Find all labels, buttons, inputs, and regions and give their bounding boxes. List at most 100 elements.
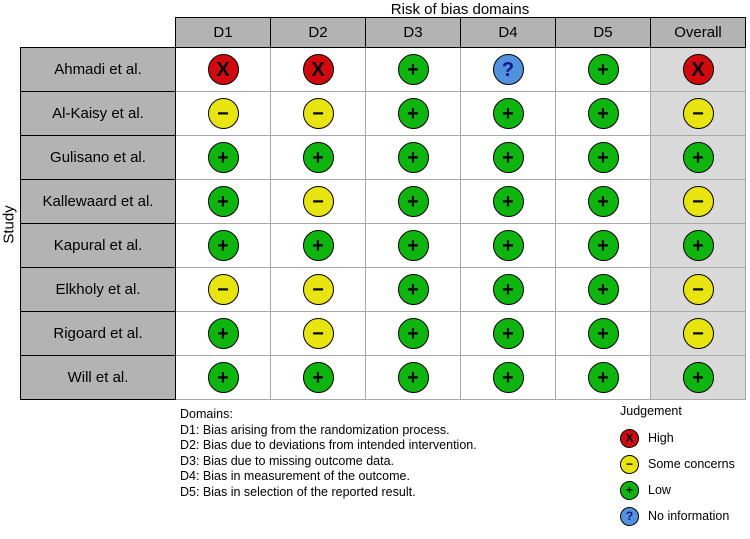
low-risk-icon: + xyxy=(302,230,334,261)
judgement-cell: + xyxy=(365,179,461,224)
judgement-cell: + xyxy=(460,311,556,356)
header-row: D1 D2 D3 D4 D5 Overall xyxy=(21,17,746,48)
judgement-cell: + xyxy=(175,179,271,224)
table-row: Elkholy et al. − − + + + − xyxy=(20,267,746,312)
judgement-cell: − xyxy=(270,267,366,312)
low-risk-icon: + xyxy=(587,98,619,129)
judgement-cell: + xyxy=(175,355,271,400)
judgement-cell: + xyxy=(460,91,556,136)
judgement-cell: X xyxy=(270,47,366,92)
low-risk-icon: + xyxy=(397,318,429,349)
low-risk-icon: + xyxy=(207,362,239,393)
low-risk-icon: + xyxy=(682,362,714,393)
judgement-cell: + xyxy=(650,135,746,180)
domain-description: D3: Bias due to missing outcome data. xyxy=(180,453,395,468)
column-header-d3: D3 xyxy=(365,17,461,48)
judgement-cell: + xyxy=(365,355,461,400)
some-risk-icon: − xyxy=(302,274,334,305)
low-risk-icon: + xyxy=(682,230,714,261)
study-label: Gulisano et al. xyxy=(20,135,176,180)
some-risk-icon: − xyxy=(682,186,714,217)
judgement-cell: + xyxy=(365,311,461,356)
study-label: Will et al. xyxy=(20,355,176,400)
low-risk-icon: + xyxy=(397,230,429,261)
judgement-cell: + xyxy=(270,135,366,180)
judgement-cell: + xyxy=(555,179,651,224)
low-risk-icon: + xyxy=(587,362,619,393)
legend-item-some: − Some concerns xyxy=(620,451,735,477)
study-label: Kapural et al. xyxy=(20,223,176,268)
low-risk-icon: + xyxy=(587,318,619,349)
some-risk-icon: − xyxy=(682,318,714,349)
judgement-cell: + xyxy=(650,223,746,268)
corner-cell xyxy=(21,18,176,48)
table-row: Kallewaard et al. + − + + + − xyxy=(20,179,746,224)
judgement-cell: + xyxy=(460,355,556,400)
judgement-cell: + xyxy=(555,267,651,312)
column-header-d1: D1 xyxy=(175,17,271,48)
judgement-cell: − xyxy=(650,91,746,136)
judgement-cell: + xyxy=(460,179,556,224)
judgement-cell: + xyxy=(175,135,271,180)
figure-title: Risk of bias domains xyxy=(390,1,530,18)
risk-of-bias-table: D1 D2 D3 D4 D5 Overall Ahmadi et al. X X +? + X Al-… xyxy=(20,17,746,400)
legend-item-low: + Low xyxy=(620,477,735,503)
legend-some-icon: − xyxy=(620,454,639,474)
judgement-cell: + xyxy=(365,47,461,92)
judgement-cell: + xyxy=(650,355,746,400)
low-risk-icon: + xyxy=(397,54,429,85)
table-row: Will et al. + + + + + + xyxy=(20,355,746,400)
low-risk-icon: + xyxy=(397,362,429,393)
low-risk-icon: + xyxy=(587,274,619,305)
legend-item-high: X High xyxy=(620,425,735,451)
judgement-cell: + xyxy=(365,91,461,136)
judgement-cell: + xyxy=(555,47,651,92)
low-risk-icon: + xyxy=(397,274,429,305)
judgement-cell: + xyxy=(555,311,651,356)
domain-description: D2: Bias due to deviations from intended… xyxy=(180,438,477,453)
judgement-cell: + xyxy=(555,223,651,268)
noinfo-risk-icon: ? xyxy=(492,54,524,85)
legend-item-noinfo: ? No information xyxy=(620,503,735,529)
judgement-cell: X xyxy=(175,47,271,92)
study-label: Al-Kaisy et al. xyxy=(20,91,176,136)
legend-label: High xyxy=(648,431,674,445)
table-row: Rigoard et al. + − + + + − xyxy=(20,311,746,356)
legend-noinfo-icon: ? xyxy=(620,506,639,526)
study-label: Rigoard et al. xyxy=(20,311,176,356)
high-risk-icon: X xyxy=(207,54,239,85)
table-row: Ahmadi et al. X X +? + X xyxy=(20,47,746,92)
low-risk-icon: + xyxy=(587,186,619,217)
low-risk-icon: + xyxy=(207,230,239,261)
judgement-cell: + xyxy=(460,223,556,268)
judgement-cell: − xyxy=(650,311,746,356)
some-risk-icon: − xyxy=(682,274,714,305)
column-header-d5: D5 xyxy=(555,17,651,48)
judgement-cell: + xyxy=(460,135,556,180)
judgement-cell: − xyxy=(270,91,366,136)
judgement-cell: + xyxy=(365,223,461,268)
low-risk-icon: + xyxy=(397,186,429,217)
study-label: Kallewaard et al. xyxy=(20,179,176,224)
legend-label: Some concerns xyxy=(648,457,735,471)
legend-low-icon: + xyxy=(620,480,639,500)
high-risk-icon: X xyxy=(302,54,334,85)
low-risk-icon: + xyxy=(207,142,239,173)
table-row: Gulisano et al. + + + + + + xyxy=(20,135,746,180)
judgement-cell: + xyxy=(175,311,271,356)
y-axis-label: Study xyxy=(0,204,18,244)
judgement-cell: + xyxy=(460,267,556,312)
judgement-cell: + xyxy=(555,135,651,180)
judgement-cell: + xyxy=(365,135,461,180)
judgement-cell: − xyxy=(175,91,271,136)
low-risk-icon: + xyxy=(492,274,524,305)
judgement-cell: + xyxy=(270,223,366,268)
domain-description: D5: Bias in selection of the reported re… xyxy=(180,484,416,499)
judgement-cell: + xyxy=(365,267,461,312)
low-risk-icon: + xyxy=(492,186,524,217)
judgement-cell: − xyxy=(270,179,366,224)
high-risk-icon: X xyxy=(682,54,714,85)
low-risk-icon: + xyxy=(207,186,239,217)
judgement-cell: ? xyxy=(460,47,556,92)
